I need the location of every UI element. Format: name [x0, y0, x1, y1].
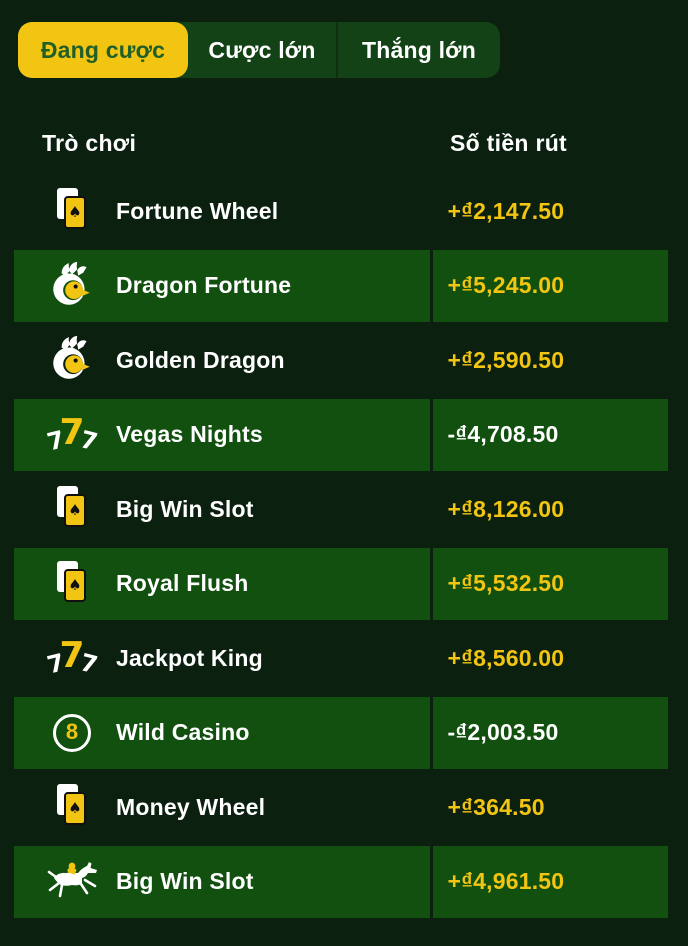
eight-glyph: 8 [65, 718, 79, 744]
game-name: Royal Flush [116, 570, 249, 596]
amount-cell: +₫2,590.50 [433, 324, 669, 396]
bets-table: ♠ Fortune Wheel +₫2,147.50 Dragon Fortun… [0, 175, 688, 920]
table-row: Dragon Fortune +₫5,245.00 [14, 249, 668, 322]
game-cell: Dragon Fortune [14, 249, 430, 322]
game-name: Money Wheel [116, 793, 266, 820]
game-cell: 8 Wild Casino [14, 696, 430, 769]
amount-cell: -₫2,003.50 [432, 696, 668, 769]
game-cell: ♠ Big Win Slot [14, 473, 430, 545]
game-cell: ♠ Fortune Wheel [14, 175, 430, 247]
bet-amount: +₫364.50 [447, 793, 545, 820]
game-name: Big Win Slot [116, 868, 254, 894]
game-name: Jackpot King [116, 644, 263, 671]
tab-cuoc-lon[interactable]: Cược lớn [208, 36, 316, 63]
amount-cell: +₫364.50 [433, 771, 669, 843]
game-cell: 7 7 7 Jackpot King [14, 622, 430, 694]
column-header-amount: Số tiền rút [450, 130, 568, 156]
card-front: ♠ [64, 568, 86, 602]
cards-icon: ♠ [40, 183, 104, 239]
slot-777-icon: 7 7 7 [40, 630, 104, 686]
bet-amount: -₫2,003.50 [447, 719, 559, 745]
amount-cell: +₫8,126.00 [433, 473, 669, 545]
bet-amount: +₫2,147.50 [447, 197, 565, 224]
game-name: Vegas Nights [116, 421, 263, 447]
amount-cell: +₫5,245.00 [432, 249, 668, 322]
card-front: ♠ [64, 196, 86, 229]
card-front: ♠ [64, 792, 86, 825]
table-row: ♠ Big Win Slot +₫8,126.00 [14, 473, 668, 545]
bet-amount: -₫4,708.50 [447, 421, 559, 447]
amount-cell: +₫4,961.50 [432, 845, 668, 918]
rooster-icon [40, 258, 104, 314]
card-front: ♠ [64, 494, 86, 527]
game-name: Dragon Fortune [116, 272, 292, 298]
table-header: Trò chơi Số tiền rút [0, 78, 688, 175]
cards-icon: ♠ [40, 556, 104, 612]
table-row: ♠ Money Wheel +₫364.50 [14, 771, 668, 843]
tab-dang-cuoc[interactable]: Đang cược [18, 22, 188, 78]
tab-divider [336, 22, 338, 78]
amount-cell: +₫8,560.00 [433, 622, 669, 694]
game-cell: ♠ Money Wheel [14, 771, 430, 843]
bet-amount: +₫5,245.00 [447, 272, 565, 298]
game-name: Golden Dragon [116, 346, 285, 373]
slot-777-icon: 7 7 7 [40, 407, 104, 463]
table-row: ♠ Royal Flush +₫5,532.50 [14, 547, 668, 620]
column-header-game: Trò chơi [42, 130, 137, 156]
table-row: 7 7 7 Vegas Nights -₫4,708.50 [14, 398, 668, 471]
table-row: 8 Wild Casino -₫2,003.50 [14, 696, 668, 769]
seven-glyph: 7 [59, 635, 85, 676]
bet-amount: +₫8,126.00 [447, 495, 565, 522]
game-cell: Big Win Slot [14, 845, 430, 918]
game-name: Wild Casino [116, 719, 250, 745]
spade-glyph: ♠ [68, 501, 82, 519]
game-name: Fortune Wheel [116, 197, 279, 224]
spade-glyph: ♠ [68, 203, 82, 221]
table-row: Golden Dragon +₫2,590.50 [14, 324, 668, 396]
game-name: Big Win Slot [116, 495, 254, 522]
cards-icon: ♠ [40, 481, 104, 537]
rooster-icon [40, 332, 104, 388]
spade-glyph: ♠ [68, 799, 82, 817]
bet-amount: +₫2,590.50 [447, 346, 565, 373]
horse-racing-icon [40, 854, 104, 910]
tab-thang-lon[interactable]: Thắng lớn [362, 36, 476, 63]
amount-cell: -₫4,708.50 [432, 398, 668, 471]
table-row: 7 7 7 Jackpot King +₫8,560.00 [14, 622, 668, 694]
bet-amount: +₫5,532.50 [447, 570, 565, 596]
spade-glyph: ♠ [68, 575, 82, 594]
circle-outline: 8 [53, 713, 91, 752]
amount-cell: +₫2,147.50 [433, 175, 669, 247]
table-row: ♠ Fortune Wheel +₫2,147.50 [14, 175, 668, 247]
eight-ball-icon: 8 [40, 705, 104, 761]
seven-glyph: 7 [59, 411, 85, 453]
amount-cell: +₫5,532.50 [432, 547, 668, 620]
tab-bar: Đang cược Cược lớn Thắng lớn [18, 22, 500, 78]
bet-amount: +₫8,560.00 [447, 644, 565, 671]
bet-amount: +₫4,961.50 [447, 868, 565, 894]
game-cell: Golden Dragon [14, 324, 430, 396]
game-cell: ♠ Royal Flush [14, 547, 430, 620]
table-row: Big Win Slot +₫4,961.50 [14, 845, 668, 918]
cards-icon: ♠ [40, 779, 104, 835]
game-cell: 7 7 7 Vegas Nights [14, 398, 430, 471]
